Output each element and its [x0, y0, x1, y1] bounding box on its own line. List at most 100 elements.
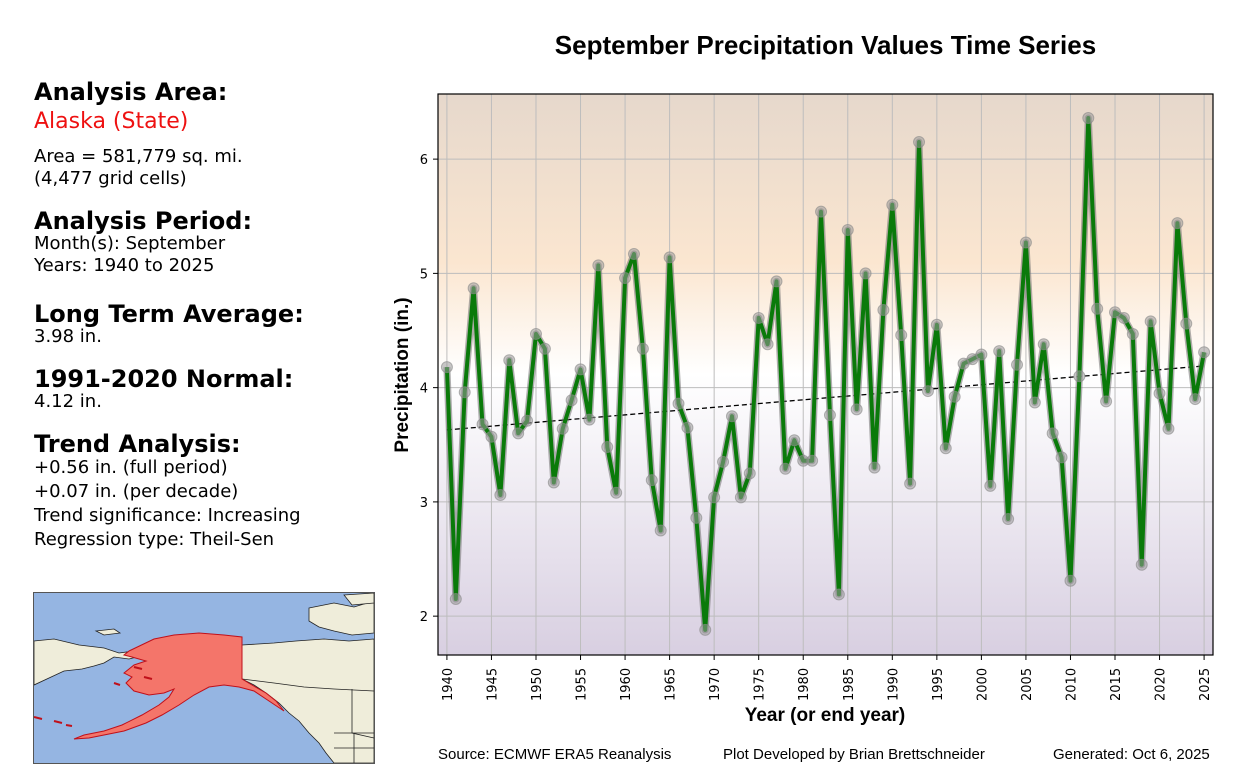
data-point	[1019, 236, 1032, 249]
x-tick-label: 1960	[619, 668, 634, 701]
data-point	[725, 410, 738, 423]
data-point	[485, 430, 498, 443]
data-point	[1046, 427, 1059, 440]
y-tick-label: 6	[420, 153, 428, 168]
data-point	[708, 491, 721, 504]
y-tick-label: 2	[420, 610, 428, 625]
data-point	[930, 318, 943, 331]
chart-title: September Precipitation Values Time Seri…	[554, 30, 1097, 60]
grid-cells: (4,477 grid cells)	[34, 168, 187, 189]
data-point	[841, 223, 854, 236]
map-border-states	[334, 732, 374, 763]
data-point	[939, 442, 952, 455]
data-point	[583, 413, 596, 426]
map-islands-west	[113, 666, 153, 686]
map-region-alaska	[73, 632, 285, 740]
developer-note: Plot Developed by Brian Brettschneider	[723, 746, 985, 763]
data-point	[1100, 395, 1113, 408]
x-tick-label: 1985	[842, 668, 857, 701]
data-point	[538, 342, 551, 355]
data-point	[503, 354, 516, 367]
data-point	[654, 524, 667, 537]
data-point	[627, 247, 640, 260]
data-point	[619, 271, 632, 284]
data-point	[717, 455, 730, 468]
years-text: Years: 1940 to 2025	[34, 255, 215, 276]
trend-per-decade: +0.07 in. (per decade)	[34, 481, 239, 502]
data-point	[823, 409, 836, 422]
data-point	[645, 474, 658, 487]
x-tick-label: 2010	[1064, 668, 1079, 701]
x-tick-label: 1980	[797, 668, 812, 701]
long-term-average-value: 3.98 in.	[34, 326, 102, 347]
x-tick-label: 2025	[1198, 668, 1213, 701]
data-point	[734, 491, 747, 504]
x-tick-label: 1950	[530, 668, 545, 701]
data-point	[886, 198, 899, 211]
data-point	[761, 338, 774, 351]
data-point	[1064, 574, 1077, 587]
data-point	[690, 511, 703, 524]
data-point	[993, 345, 1006, 358]
data-point	[975, 348, 988, 361]
x-tick-label: 1965	[664, 668, 679, 701]
data-point	[1198, 346, 1211, 359]
data-point	[1144, 315, 1157, 328]
data-point	[565, 394, 578, 407]
data-point	[601, 441, 614, 454]
x-tick-label: 1975	[753, 668, 768, 701]
trend-significance: Trend significance: Increasing	[34, 505, 301, 526]
data-point	[458, 386, 471, 399]
x-tick-label: 1995	[931, 668, 946, 701]
normal-value: 4.12 in.	[34, 391, 102, 412]
map-island	[94, 628, 122, 636]
data-point	[1028, 396, 1041, 409]
data-point	[1180, 317, 1193, 330]
data-point	[521, 414, 534, 427]
data-point	[592, 259, 605, 272]
x-axis-label: Year (or end year)	[745, 705, 906, 726]
data-point	[556, 422, 569, 435]
data-point	[921, 385, 934, 398]
x-tick-label: 1940	[441, 668, 456, 701]
data-point	[1073, 370, 1086, 383]
data-point	[681, 421, 694, 434]
data-point	[574, 363, 587, 376]
map-land-arctic-island-2	[343, 593, 374, 606]
data-point	[1002, 513, 1015, 526]
data-point	[806, 454, 819, 467]
y-tick-label: 4	[420, 382, 428, 397]
data-point	[672, 397, 685, 410]
x-tick-label: 2020	[1154, 668, 1169, 701]
data-point	[895, 329, 908, 342]
data-point	[440, 361, 453, 374]
x-tick-label: 2000	[975, 668, 990, 701]
x-tick-label: 1990	[886, 668, 901, 701]
data-point	[467, 282, 480, 295]
data-point	[1037, 338, 1050, 351]
source-note: Source: ECMWF ERA5 Reanalysis	[438, 746, 672, 763]
data-point	[636, 342, 649, 355]
data-point	[868, 461, 881, 474]
data-point	[547, 476, 560, 489]
y-axis-label: Precipitation (in.)	[392, 297, 413, 452]
data-point	[743, 467, 756, 480]
data-point	[1082, 111, 1095, 124]
analysis-period-heading: Analysis Period:	[34, 207, 253, 235]
area-name: Alaska (State)	[34, 109, 189, 134]
data-point	[752, 311, 765, 324]
analysis-area-heading: Analysis Area:	[34, 78, 228, 106]
data-point	[788, 434, 801, 447]
data-point	[1109, 306, 1122, 319]
area-size: Area = 581,779 sq. mi.	[34, 146, 243, 167]
data-point	[529, 327, 542, 340]
data-point	[1055, 451, 1068, 464]
data-point	[1091, 302, 1104, 315]
map-border-provinces	[241, 678, 374, 692]
generated-date: Generated: Oct 6, 2025	[1053, 746, 1210, 763]
data-point	[610, 486, 623, 499]
x-tick-label: 1955	[575, 668, 590, 701]
data-point	[779, 462, 792, 475]
data-point	[1162, 422, 1175, 435]
